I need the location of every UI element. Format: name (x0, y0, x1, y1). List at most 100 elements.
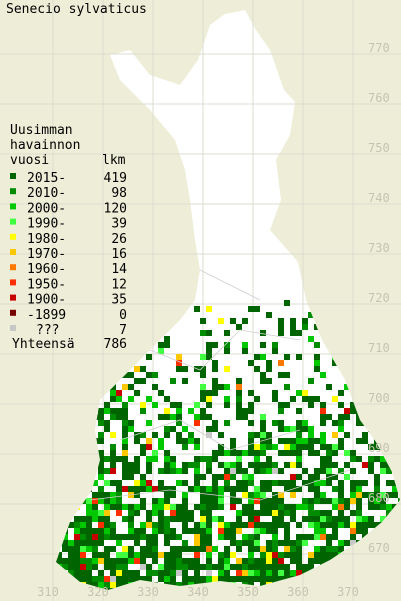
observation-square (68, 576, 74, 582)
observation-square (314, 360, 320, 366)
observation-square (146, 486, 152, 492)
observation-square (218, 504, 224, 510)
observation-square (242, 510, 248, 516)
observation-square (356, 510, 362, 516)
observation-square (200, 366, 206, 372)
observation-square (248, 552, 254, 558)
observation-square (194, 462, 200, 468)
observation-square (230, 534, 236, 540)
observation-square (278, 504, 284, 510)
observation-square (164, 552, 170, 558)
observation-square (284, 300, 290, 306)
observation-square (224, 384, 230, 390)
observation-square (194, 402, 200, 408)
observation-square (164, 492, 170, 498)
observation-square (278, 318, 284, 324)
observation-square (86, 414, 92, 420)
observation-square (200, 486, 206, 492)
observation-square (260, 570, 266, 576)
observation-square (248, 438, 254, 444)
observation-square (392, 588, 398, 590)
observation-square (212, 390, 218, 396)
observation-square (266, 546, 272, 552)
observation-square (344, 570, 350, 576)
observation-square (92, 438, 98, 444)
observation-square (158, 324, 164, 330)
observation-square (362, 462, 368, 468)
observation-square (272, 498, 278, 504)
observation-square (266, 462, 272, 468)
observation-square (56, 498, 62, 504)
observation-square (134, 552, 140, 558)
observation-square (80, 516, 86, 522)
observation-square (368, 522, 374, 528)
observation-square (260, 450, 266, 456)
grid-label: 760 (368, 91, 390, 105)
observation-square (314, 528, 320, 534)
observation-square (356, 498, 362, 504)
observation-square (332, 324, 338, 330)
observation-square (152, 558, 158, 564)
observation-square (278, 360, 284, 366)
observation-square (128, 468, 134, 474)
observation-square (158, 528, 164, 534)
observation-square (368, 426, 374, 432)
observation-square (248, 420, 254, 426)
observation-square (278, 576, 284, 582)
observation-square (338, 498, 344, 504)
observation-square (278, 438, 284, 444)
observation-square (386, 330, 392, 336)
observation-square (98, 522, 104, 528)
observation-square (266, 360, 272, 366)
observation-square (380, 534, 386, 540)
observation-square (374, 558, 380, 564)
observation-square (182, 444, 188, 450)
observation-square (98, 456, 104, 462)
observation-square (302, 480, 308, 486)
observation-square (236, 456, 242, 462)
observation-square (284, 528, 290, 534)
observation-square (170, 426, 176, 432)
observation-square (176, 558, 182, 564)
observation-square (254, 546, 260, 552)
observation-square (170, 552, 176, 558)
observation-square (62, 576, 68, 582)
observation-square (350, 468, 356, 474)
observation-square (260, 444, 266, 450)
observation-square (182, 540, 188, 546)
grid-label: 330 (137, 585, 159, 599)
observation-square (182, 570, 188, 576)
observation-square (248, 498, 254, 504)
observation-square (326, 510, 332, 516)
observation-square (224, 522, 230, 528)
observation-square (344, 498, 350, 504)
observation-square (350, 540, 356, 546)
observation-square (236, 396, 242, 402)
observation-square (128, 486, 134, 492)
observation-square (278, 324, 284, 330)
observation-square (302, 498, 308, 504)
observation-square (92, 492, 98, 498)
observation-square (200, 384, 206, 390)
observation-square (74, 426, 80, 432)
observation-square (86, 354, 92, 360)
observation-square (74, 558, 80, 564)
legend-count: 12 (111, 277, 127, 292)
observation-square (284, 564, 290, 570)
observation-square (110, 324, 116, 330)
observation-square (230, 462, 236, 468)
observation-square (134, 366, 140, 372)
observation-square (212, 582, 218, 588)
observation-square (56, 450, 62, 456)
observation-square (86, 516, 92, 522)
observation-square (314, 468, 320, 474)
observation-square (362, 534, 368, 540)
observation-square (140, 546, 146, 552)
observation-square (152, 498, 158, 504)
observation-square (320, 570, 326, 576)
observation-square (164, 576, 170, 582)
observation-square (68, 546, 74, 552)
observation-square (104, 582, 110, 588)
observation-square (260, 510, 266, 516)
